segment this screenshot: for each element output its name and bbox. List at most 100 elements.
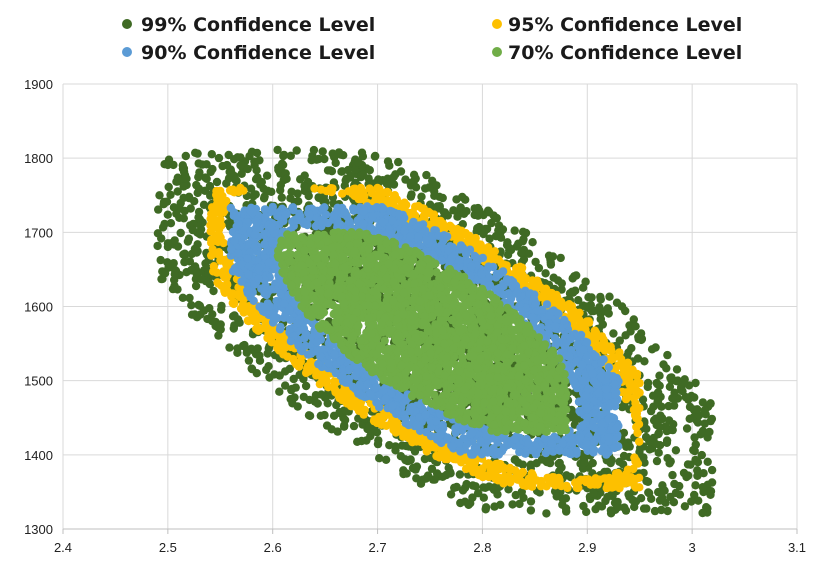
data-point [489, 485, 499, 494]
data-point [630, 410, 640, 419]
data-point [303, 350, 313, 359]
data-point [301, 331, 311, 340]
data-point [469, 467, 478, 477]
data-point [327, 425, 336, 434]
data-point [655, 371, 664, 380]
data-point [183, 237, 193, 246]
data-point [346, 402, 356, 411]
data-point [230, 236, 239, 245]
data-point [386, 179, 396, 188]
data-point [567, 311, 576, 320]
data-point [217, 301, 226, 311]
data-point [572, 446, 581, 456]
data-point [253, 344, 262, 353]
data-point [567, 287, 577, 296]
data-point [202, 174, 211, 183]
data-point [412, 462, 422, 471]
data-point [249, 191, 258, 201]
data-point [460, 497, 470, 506]
data-point [222, 160, 232, 170]
data-point [231, 267, 240, 276]
data-point [235, 318, 244, 327]
data-point [338, 371, 347, 380]
data-point [404, 420, 413, 430]
data-point [691, 481, 700, 490]
data-point [176, 228, 185, 238]
data-point [244, 270, 253, 280]
data-point [514, 239, 523, 248]
data-point [496, 233, 506, 242]
data-point [266, 332, 276, 341]
data-point [291, 383, 300, 392]
data-point [163, 239, 173, 248]
data-point [665, 382, 675, 391]
data-point [245, 205, 255, 215]
data-point [519, 480, 528, 490]
data-point [374, 175, 383, 184]
data-point [334, 219, 343, 228]
data-point [664, 401, 673, 411]
data-point [254, 326, 263, 335]
data-point [310, 184, 319, 193]
data-point [601, 474, 611, 483]
data-point [415, 437, 424, 446]
data-point [437, 448, 447, 457]
data-point [631, 322, 640, 331]
data-point [197, 275, 206, 284]
data-point [443, 434, 453, 443]
data-point [430, 191, 439, 200]
data-point [349, 421, 359, 431]
data-point [394, 157, 403, 167]
data-point [190, 244, 200, 254]
data-point [547, 288, 556, 298]
data-point [449, 206, 458, 215]
data-point [305, 395, 314, 405]
data-point [214, 331, 223, 340]
data-point [430, 475, 439, 484]
data-point [160, 160, 169, 169]
data-point [632, 369, 642, 379]
data-point [409, 170, 419, 179]
data-point [574, 296, 583, 305]
data-point [279, 150, 289, 160]
data-point [562, 471, 571, 480]
data-point [510, 226, 519, 235]
data-point [231, 175, 240, 184]
data-point [422, 170, 431, 180]
data-point [424, 183, 434, 192]
data-point [645, 445, 654, 454]
legend: 99% Confidence Level 95% Confidence Leve… [122, 14, 742, 64]
data-point [178, 293, 188, 302]
data-point [619, 428, 629, 438]
data-point [622, 442, 631, 451]
data-point [491, 475, 501, 484]
data-point [663, 506, 672, 516]
data-point [275, 346, 284, 355]
data-point [281, 367, 290, 376]
data-point [216, 215, 225, 224]
data-point [252, 217, 261, 227]
data-point [166, 190, 175, 199]
data-point [166, 219, 176, 228]
data-point [668, 470, 677, 480]
data-point [191, 281, 201, 291]
data-point [506, 245, 516, 255]
data-point [691, 378, 700, 388]
data-point [244, 286, 253, 296]
data-point [210, 247, 219, 257]
data-point [471, 482, 480, 491]
data-point [693, 418, 703, 427]
data-point [416, 479, 426, 488]
data-point [286, 337, 296, 346]
data-point [694, 496, 703, 505]
data-point [591, 328, 601, 338]
data-point [671, 446, 681, 455]
data-point [326, 184, 336, 193]
data-point [405, 406, 414, 416]
data-point [680, 502, 690, 511]
data-point [701, 410, 710, 419]
legend-marker-90 [122, 47, 132, 57]
data-point [516, 274, 525, 283]
data-point [179, 214, 188, 223]
data-point [275, 333, 284, 343]
